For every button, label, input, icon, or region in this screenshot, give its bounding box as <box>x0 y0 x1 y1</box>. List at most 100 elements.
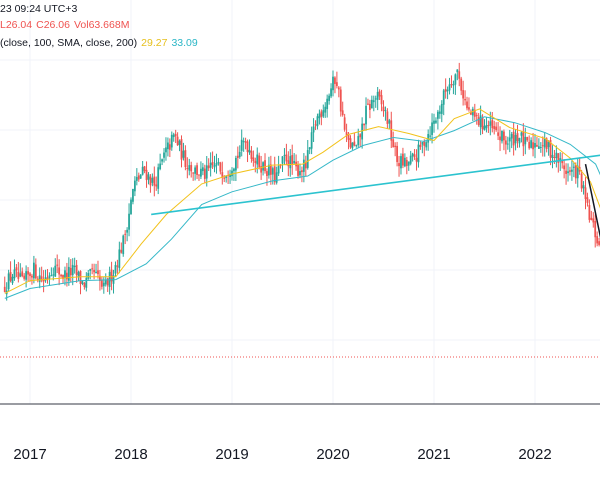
candle-body <box>512 131 515 146</box>
candle-body <box>421 141 424 145</box>
candle-body <box>440 103 443 114</box>
trendline <box>151 154 600 216</box>
candle-body <box>256 154 259 165</box>
candle-body <box>392 139 395 148</box>
candle-body <box>479 115 482 128</box>
candle-body <box>25 271 28 280</box>
candle-body <box>471 108 474 116</box>
candle-body <box>44 277 47 281</box>
candle-body <box>427 134 430 143</box>
candle-body <box>182 150 185 158</box>
candle-body <box>285 154 288 162</box>
sma200-value: 33.09 <box>171 37 198 49</box>
candle-body <box>297 164 299 176</box>
candle-body <box>236 155 239 158</box>
candle-body <box>429 135 432 137</box>
candle-body <box>66 272 68 280</box>
candle-body <box>481 117 484 130</box>
candle-body <box>139 174 142 179</box>
candle-body <box>145 169 148 181</box>
candle-body <box>56 264 59 266</box>
candle-body <box>435 120 437 123</box>
candle-body <box>376 91 379 100</box>
candle-body <box>372 100 375 103</box>
candle-body <box>229 173 231 178</box>
candle-body <box>592 218 595 223</box>
x-tick-label: 2017 <box>13 446 47 463</box>
candle-body <box>122 235 125 255</box>
candle-body <box>213 164 216 168</box>
indicator-legend[interactable]: (close, 100, SMA, close, 200) 29.27 33.09 <box>0 37 198 49</box>
candle-body <box>384 110 387 112</box>
candle-body <box>493 126 496 130</box>
candle-body <box>200 168 202 177</box>
candle-body <box>306 150 309 168</box>
candle-body <box>355 145 358 147</box>
candle-body <box>141 166 144 175</box>
candle-body <box>541 145 544 147</box>
candle-body <box>293 160 296 164</box>
candle-body <box>27 271 29 275</box>
candle-body <box>458 71 461 79</box>
candle-body <box>118 249 121 269</box>
candle-body <box>34 264 37 279</box>
candle-body <box>370 99 373 109</box>
candle-body <box>320 111 323 117</box>
candle-body <box>279 165 282 167</box>
candle-body <box>503 131 505 141</box>
candle-body <box>215 163 218 166</box>
candle-body <box>330 88 332 97</box>
candle-body <box>588 205 591 220</box>
candle-body <box>378 91 381 97</box>
candle-body <box>176 136 179 146</box>
candle-body <box>87 273 90 279</box>
candle-body <box>569 170 571 172</box>
candle-body <box>163 152 165 158</box>
candle-body <box>489 121 492 126</box>
candle-body <box>491 119 494 129</box>
candle-body <box>287 160 290 167</box>
candle-body <box>514 134 517 144</box>
candle-body <box>277 165 280 174</box>
candle-body <box>225 176 228 178</box>
candle-body <box>516 133 519 142</box>
candle-body <box>508 137 511 142</box>
candle-body <box>31 275 33 278</box>
x-tick-label: 2022 <box>518 446 552 463</box>
candle-body <box>442 90 445 105</box>
candle-body <box>596 236 599 244</box>
candle-body <box>572 166 575 168</box>
candle-body <box>415 157 418 162</box>
candle-body <box>582 185 585 189</box>
candle-body <box>468 107 470 110</box>
candle-body <box>207 165 210 169</box>
candle-body <box>11 276 14 284</box>
candle-body <box>584 187 587 200</box>
candle-body <box>438 111 441 114</box>
candle-body <box>555 152 558 159</box>
candle-body <box>126 229 129 233</box>
candle-body <box>252 157 255 162</box>
candle-body <box>133 180 136 192</box>
candle-body <box>446 89 449 92</box>
candle-body <box>390 120 393 141</box>
candle-body <box>268 164 270 176</box>
candle-body <box>48 275 51 279</box>
candle-body <box>73 265 76 267</box>
candle-body <box>506 143 509 145</box>
candle-body <box>153 176 156 186</box>
candle-body <box>347 134 350 140</box>
ohlc-low-value: L26.04 <box>0 19 33 31</box>
candle-body <box>244 141 247 143</box>
candle-body <box>312 126 315 133</box>
candle-body <box>32 262 35 279</box>
candle-body <box>405 159 408 167</box>
candle-body <box>29 273 31 277</box>
candle-body <box>135 177 138 181</box>
candle-body <box>155 184 158 187</box>
candle-body <box>361 123 364 140</box>
candle-body <box>357 136 360 146</box>
candle-body <box>576 165 579 179</box>
candle-body <box>462 90 465 99</box>
